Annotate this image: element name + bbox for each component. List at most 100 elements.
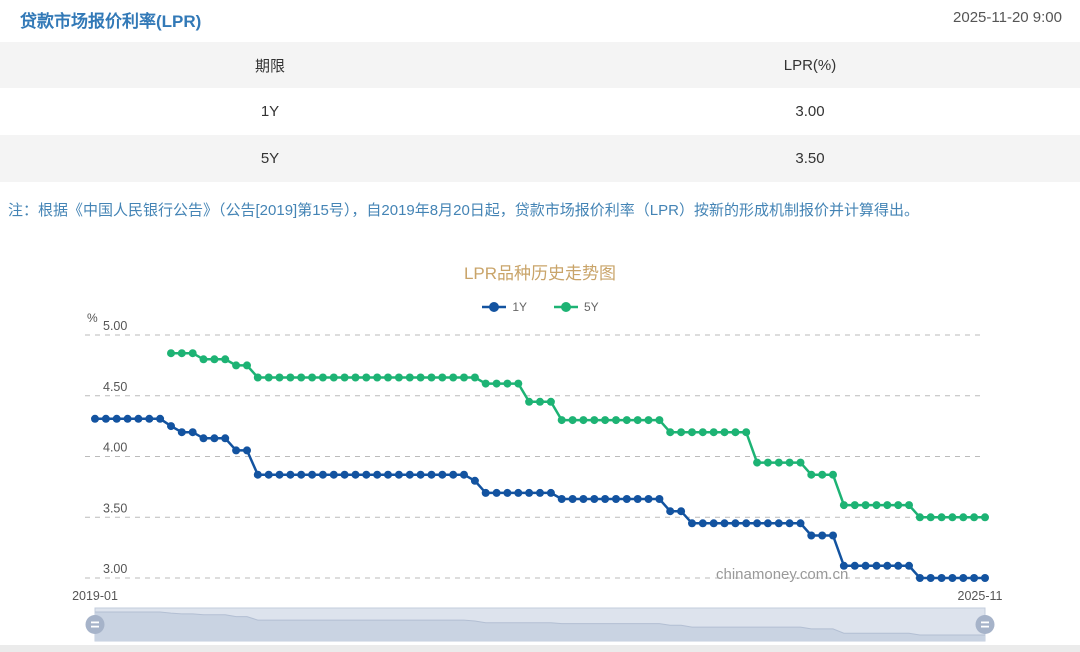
- data-point: [568, 416, 577, 425]
- data-point: [839, 501, 848, 510]
- data-point: [351, 470, 360, 479]
- data-point: [633, 495, 642, 503]
- legend-item-5y[interactable]: 5Y: [553, 300, 599, 314]
- data-point: [872, 501, 881, 510]
- data-point: [546, 397, 555, 406]
- data-point: [394, 373, 403, 382]
- chart-plot: 5.00 4.50 4.00 3.50 3.00% chinamoney.com.cn 20…: [72, 311, 1002, 603]
- data-point: [536, 488, 544, 497]
- data-point: [264, 373, 273, 382]
- data-point: [145, 414, 154, 423]
- table-header-cell: 期限: [0, 42, 540, 88]
- data-point: [883, 561, 892, 570]
- data-point: [655, 416, 664, 425]
- y-axis-tick-label: 5.00: [103, 319, 127, 333]
- note-text: 注：根据《中国人民银行公告》（公告[2019]第15号），自2019年8月20日…: [8, 202, 919, 219]
- data-point: [818, 531, 827, 540]
- chart-legend: 1Y 5Y: [0, 300, 1080, 314]
- data-point: [633, 416, 642, 425]
- data-point: [318, 373, 327, 382]
- data-point: [557, 495, 566, 503]
- data-point: [438, 470, 447, 479]
- data-point: [199, 355, 208, 364]
- data-point: [937, 574, 946, 582]
- data-point: [362, 373, 371, 382]
- footer-strip: [0, 645, 1080, 652]
- data-point: [688, 428, 696, 437]
- data-point: [91, 414, 99, 423]
- data-point: [579, 495, 588, 503]
- data-point: [275, 373, 284, 382]
- data-point: [492, 488, 501, 497]
- data-point: [612, 495, 620, 503]
- data-point: [666, 428, 675, 437]
- data-point: [905, 501, 913, 510]
- data-point: [677, 507, 686, 516]
- data-point: [688, 519, 696, 528]
- data-point: [590, 495, 599, 503]
- data-point: [264, 470, 273, 479]
- slider-handle-left[interactable]: [85, 615, 105, 634]
- data-point: [405, 470, 414, 479]
- data-point: [384, 470, 392, 479]
- data-point: [894, 561, 903, 570]
- data-point: [655, 495, 664, 503]
- y-axis-tick-label: 4.00: [103, 441, 127, 455]
- data-point: [948, 574, 957, 582]
- data-point: [807, 531, 816, 540]
- data-point: [926, 513, 935, 522]
- data-point: [763, 519, 772, 528]
- slider-data-shadow: [95, 612, 985, 641]
- data-point: [123, 414, 132, 423]
- data-point: [449, 470, 458, 479]
- data-point: [210, 434, 219, 443]
- data-point: [525, 397, 534, 406]
- data-point: [492, 379, 501, 388]
- data-point: [373, 470, 382, 479]
- data-point: [915, 513, 924, 522]
- data-point: [134, 414, 143, 423]
- data-point: [329, 373, 338, 382]
- data-point: [221, 355, 230, 364]
- watermark: chinamoney.com.cn: [716, 566, 848, 583]
- data-point: [101, 414, 110, 423]
- data-point: [308, 373, 317, 382]
- data-point: [698, 428, 707, 437]
- table-header-cell: LPR(%): [540, 42, 1080, 88]
- lpr-table: 期限 LPR(%) 1Y 3.00 5Y 3.50: [0, 42, 1080, 182]
- data-point: [959, 513, 968, 522]
- table-cell: 5Y: [0, 135, 540, 182]
- data-point: [981, 574, 989, 582]
- data-point: [926, 574, 935, 582]
- data-point: [753, 519, 762, 528]
- data-point: [536, 397, 544, 406]
- data-point: [460, 470, 468, 479]
- data-point: [221, 434, 230, 443]
- data-point: [937, 513, 946, 522]
- slider-handle-right[interactable]: [975, 615, 995, 634]
- data-point: [156, 414, 165, 423]
- data-point: [481, 488, 490, 497]
- data-point: [470, 476, 479, 485]
- legend-label: 1Y: [512, 300, 527, 314]
- data-point: [948, 513, 957, 522]
- data-point: [829, 470, 837, 479]
- data-point: [405, 373, 414, 382]
- data-point: [850, 561, 859, 570]
- data-point: [612, 416, 620, 425]
- data-point: [861, 501, 870, 510]
- data-point: [666, 507, 675, 516]
- legend-item-1y[interactable]: 1Y: [481, 300, 527, 314]
- data-point: [427, 373, 436, 382]
- data-point: [253, 470, 262, 479]
- data-point: [981, 513, 989, 522]
- data-point: [568, 495, 577, 503]
- data-point: [970, 513, 979, 522]
- data-point: [677, 428, 686, 437]
- data-point: [557, 416, 566, 425]
- data-point: [731, 428, 740, 437]
- data-point: [177, 349, 186, 358]
- data-point: [915, 574, 924, 582]
- data-zoom-slider[interactable]: [80, 607, 1000, 643]
